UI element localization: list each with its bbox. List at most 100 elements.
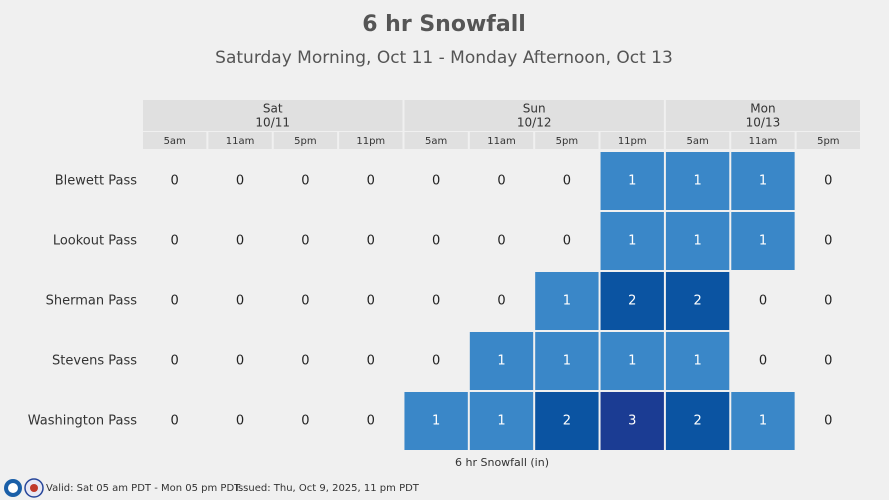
time-header <box>208 132 272 149</box>
cell <box>665 332 730 390</box>
cell-value: 0 <box>367 354 375 369</box>
cell <box>469 392 534 450</box>
cell <box>535 332 599 390</box>
cell <box>469 332 534 390</box>
chart-subtitle: Saturday Morning, Oct 11 - Monday Aftern… <box>215 48 673 68</box>
time-label: 5am <box>686 136 708 147</box>
cell <box>600 332 664 390</box>
cell-value: 0 <box>367 234 375 249</box>
legend-label: 6 hr Snowfall (in) <box>455 456 549 469</box>
cell-value: 0 <box>563 174 571 189</box>
cell-value: 1 <box>563 294 571 309</box>
cell-value: 2 <box>693 294 701 309</box>
day-header <box>143 100 403 131</box>
cell-value: 0 <box>824 234 832 249</box>
time-header <box>796 132 860 149</box>
time-label: 11pm <box>618 136 647 147</box>
cell <box>731 392 795 450</box>
cell-value: 1 <box>693 234 701 249</box>
time-header <box>665 132 730 149</box>
cell-value: 0 <box>759 294 767 309</box>
day-name: Mon <box>750 102 775 116</box>
time-label: 11am <box>487 136 516 147</box>
cell <box>731 212 795 270</box>
logos <box>4 478 44 498</box>
cell-value: 0 <box>824 174 832 189</box>
cell-value: 0 <box>497 174 505 189</box>
cell-value: 0 <box>367 294 375 309</box>
cell-value: 1 <box>759 414 767 429</box>
row-label: Sherman Pass <box>46 294 138 309</box>
day-header <box>665 100 860 131</box>
cell <box>535 392 599 450</box>
cell-value: 1 <box>759 234 767 249</box>
cell-value: 0 <box>301 354 309 369</box>
cell-value: 0 <box>171 414 179 429</box>
cell-value: 0 <box>824 414 832 429</box>
cell-value: 0 <box>236 354 244 369</box>
time-label: 5pm <box>294 136 316 147</box>
cell <box>600 212 664 270</box>
cell-value: 0 <box>432 354 440 369</box>
cell-value: 0 <box>171 354 179 369</box>
cell-value: 0 <box>497 234 505 249</box>
cell-value: 0 <box>236 414 244 429</box>
cell-value: 1 <box>497 354 505 369</box>
cell-value: 0 <box>432 174 440 189</box>
cell-value: 1 <box>432 414 440 429</box>
time-header <box>600 132 664 149</box>
cell-value: 1 <box>693 174 701 189</box>
cell-value: 0 <box>171 234 179 249</box>
cell <box>665 392 730 450</box>
time-label: 5am <box>164 136 186 147</box>
cell-value: 1 <box>693 354 701 369</box>
cell-value: 0 <box>301 294 309 309</box>
cell-value: 3 <box>628 414 636 429</box>
cell-value: 0 <box>236 234 244 249</box>
cell <box>731 152 795 210</box>
cell-value: 1 <box>628 234 636 249</box>
time-header <box>404 132 468 149</box>
issued-time: Issued: Thu, Oct 9, 2025, 11 pm PDT <box>235 483 420 494</box>
cell-value: 0 <box>432 234 440 249</box>
cell-value: 0 <box>301 414 309 429</box>
row-label: Blewett Pass <box>55 174 137 189</box>
cell-value: 2 <box>628 294 636 309</box>
cell <box>665 152 730 210</box>
cell-value: 1 <box>497 414 505 429</box>
time-header <box>143 132 207 149</box>
cell-value: 0 <box>301 174 309 189</box>
cell-value: 1 <box>759 174 767 189</box>
cell <box>600 392 664 450</box>
time-label: 11am <box>226 136 255 147</box>
row-label: Washington Pass <box>28 414 138 429</box>
time-header <box>273 132 338 149</box>
time-header <box>469 132 534 149</box>
time-header <box>339 132 403 149</box>
day-date: 10/13 <box>746 116 781 130</box>
row-label: Stevens Pass <box>52 354 137 369</box>
cell-value: 0 <box>824 354 832 369</box>
row-label: Lookout Pass <box>53 234 137 249</box>
day-name: Sun <box>523 102 546 116</box>
day-name: Sat <box>263 102 283 116</box>
cell <box>665 212 730 270</box>
valid-time: Valid: Sat 05 am PDT - Mon 05 pm PDT <box>46 483 241 494</box>
cell-value: 2 <box>563 414 571 429</box>
cell <box>600 272 664 330</box>
time-label: 11am <box>749 136 778 147</box>
day-date: 10/12 <box>517 116 552 130</box>
time-label: 5pm <box>556 136 578 147</box>
cell-value: 0 <box>236 294 244 309</box>
chart-title: 6 hr Snowfall <box>362 12 526 37</box>
time-label: 5am <box>425 136 447 147</box>
cell <box>665 272 730 330</box>
cell <box>600 152 664 210</box>
time-header <box>731 132 795 149</box>
cell-value: 0 <box>432 294 440 309</box>
cell-value: 1 <box>628 354 636 369</box>
time-label: 5pm <box>817 136 839 147</box>
cell-value: 0 <box>824 294 832 309</box>
day-header <box>404 100 664 131</box>
